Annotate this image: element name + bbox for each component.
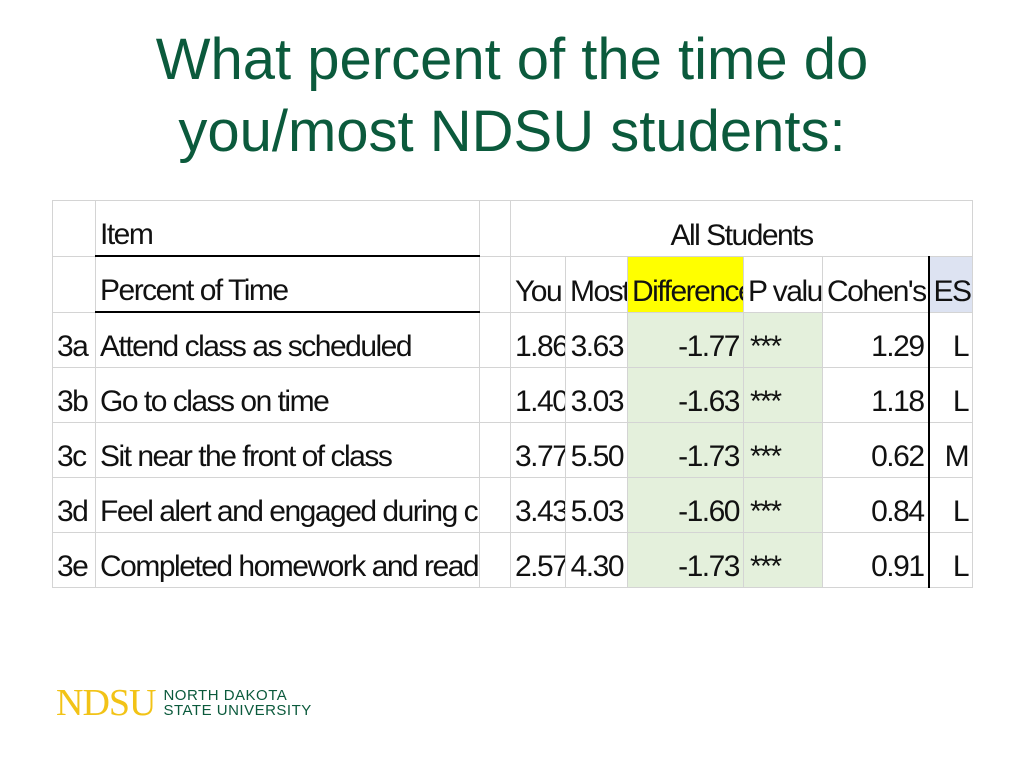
ndsu-logo-text: NORTH DAKOTA STATE UNIVERSITY (163, 688, 311, 718)
header-percent-of-time: Percent of Time (95, 255, 480, 313)
logo-line-state-university: STATE UNIVERSITY (163, 702, 312, 719)
table-row: 3a Attend class as scheduled 1.86 3.63 -… (52, 311, 974, 368)
table-header-row-2: Percent of Time You Most Difference P va… (52, 255, 974, 313)
row-item: Sit near the front of class (95, 422, 480, 478)
spacer-cell (479, 367, 511, 423)
row-most: 3.63 (565, 311, 628, 368)
row-difference: -1.73 (627, 532, 744, 588)
row-item: Feel alert and engaged during class (95, 477, 480, 533)
row-code: 3a (52, 311, 96, 368)
row-cohens-d: 0.91 (822, 532, 929, 588)
header-blank-cell (52, 255, 96, 313)
row-p-value: *** (743, 532, 823, 588)
ndsu-logo: NDSU NORTH DAKOTA STATE UNIVERSITY (56, 683, 312, 723)
spacer-cell (479, 422, 511, 478)
ndsu-logo-mark: NDSU (56, 682, 156, 724)
header-es: ES (927, 255, 974, 313)
row-code: 3b (52, 367, 96, 423)
row-cohens-d: 1.29 (822, 311, 929, 368)
table-header-row-1: Item All Students (52, 200, 974, 257)
row-code: 3d (52, 477, 96, 533)
row-most: 5.03 (565, 477, 628, 533)
row-es: L (927, 477, 974, 533)
row-es: L (927, 367, 974, 423)
table-row: 3b Go to class on time 1.40 3.03 -1.63 *… (52, 367, 974, 423)
row-es: L (927, 311, 974, 368)
title-line-2: you/most NDSU students: (178, 99, 846, 164)
row-most: 5.50 (565, 422, 628, 478)
row-you: 3.43 (510, 477, 566, 533)
spacer-cell (479, 311, 511, 368)
row-item: Go to class on time (95, 367, 480, 423)
row-cohens-d: 0.84 (822, 477, 929, 533)
results-table: Item All Students Percent of Time You Mo… (52, 200, 974, 590)
row-most: 3.03 (565, 367, 628, 423)
row-most: 4.30 (565, 532, 628, 588)
spacer-cell (479, 532, 511, 588)
row-you: 3.77 (510, 422, 566, 478)
row-p-value: *** (743, 367, 823, 423)
row-difference: -1.63 (627, 367, 744, 423)
row-p-value: *** (743, 422, 823, 478)
row-es: L (927, 532, 974, 588)
row-code: 3c (52, 422, 96, 478)
row-item: Completed homework and reading (95, 532, 480, 588)
spacer-cell (479, 477, 511, 533)
row-difference: -1.77 (627, 311, 744, 368)
header-most: Most (565, 255, 628, 313)
table-row: 3c Sit near the front of class 3.77 5.50… (52, 422, 974, 478)
row-you: 2.57 (510, 532, 566, 588)
header-blank-cell (52, 200, 96, 257)
slide-title: What percent of the time do you/most NDS… (0, 24, 1024, 168)
row-cohens-d: 0.62 (822, 422, 929, 478)
row-code: 3e (52, 532, 96, 588)
header-you: You (510, 255, 566, 313)
header-difference: Difference (627, 255, 744, 313)
row-es: M (927, 422, 974, 478)
table-row: 3d Feel alert and engaged during class 3… (52, 477, 974, 533)
header-item: Item (95, 200, 480, 257)
header-p-value: P value (743, 255, 823, 313)
spacer-cell (479, 200, 511, 257)
row-cohens-d: 1.18 (822, 367, 929, 423)
row-p-value: *** (743, 477, 823, 533)
row-item: Attend class as scheduled (95, 311, 480, 368)
header-cohens-d: Cohen's d (822, 255, 929, 313)
row-difference: -1.60 (627, 477, 744, 533)
header-all-students: All Students (509, 200, 974, 257)
row-p-value: *** (743, 311, 823, 368)
row-you: 1.86 (510, 311, 566, 368)
table-row: 3e Completed homework and reading 2.57 4… (52, 532, 974, 588)
row-difference: -1.73 (627, 422, 744, 478)
title-line-1: What percent of the time do (155, 27, 869, 92)
row-you: 1.40 (510, 367, 566, 423)
logo-line-north-dakota: NORTH DAKOTA (163, 687, 288, 704)
spacer-cell (479, 255, 511, 313)
